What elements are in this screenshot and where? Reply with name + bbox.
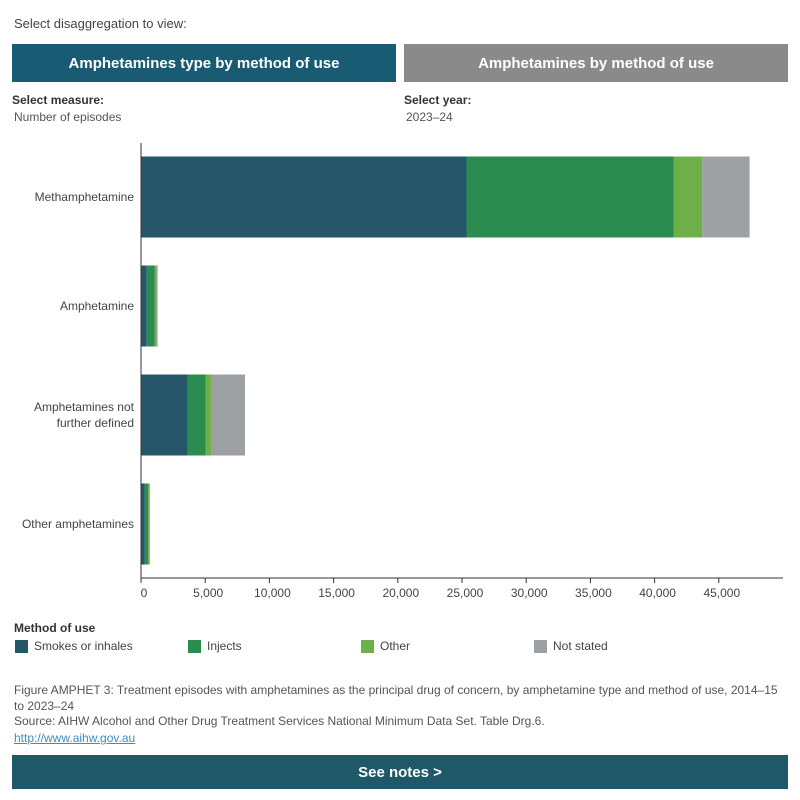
category-label-amphetamine: Amphetamine <box>60 299 134 313</box>
legend-swatch-not-stated <box>534 639 547 653</box>
see-notes-button[interactable]: See notes > <box>12 755 788 789</box>
bar-amphetamine-smokes-or-inhales[interactable] <box>141 265 147 347</box>
legend-label-other: Other <box>380 639 411 653</box>
legend-title: Method of use <box>14 621 96 635</box>
measure-label: Select measure: <box>12 93 105 107</box>
category-label-methamphetamine: Methamphetamine <box>35 190 135 204</box>
legend-item-other[interactable]: Other <box>361 639 410 653</box>
figure-caption: Figure AMPHET 3: Treatment episodes with… <box>14 683 778 713</box>
legend-swatch-smokes-or-inhales <box>15 639 28 653</box>
x-tick-label-30000: 30,000 <box>511 586 548 600</box>
bar-methamphetamine-other[interactable] <box>673 156 703 238</box>
bar-methamphetamine-injects[interactable] <box>466 156 674 238</box>
x-tick-label-20000: 20,000 <box>382 586 419 600</box>
bar-amphetamine-other[interactable] <box>154 265 157 347</box>
bar-other-amphetamines-not-stated[interactable] <box>149 483 150 565</box>
bar-amphetamines-not-further-defined-not-stated[interactable] <box>210 374 246 456</box>
bar-amphetamines-not-further-defined-smokes-or-inhales[interactable] <box>141 374 188 456</box>
x-tick-label-25000: 25,000 <box>447 586 484 600</box>
legend-swatch-other <box>361 639 374 653</box>
source-text: Source: AIHW Alcohol and Other Drug Trea… <box>14 714 545 728</box>
legend-label-not-stated: Not stated <box>553 639 608 653</box>
bar-amphetamines-not-further-defined-injects[interactable] <box>187 374 206 456</box>
legend-item-injects[interactable]: Injects <box>188 639 242 653</box>
legend-swatch-injects <box>188 639 201 653</box>
x-tick-label-40000: 40,000 <box>639 586 676 600</box>
x-tick-label-10000: 10,000 <box>254 586 291 600</box>
aihw-link[interactable]: http://www.aihw.gov.au <box>14 731 136 745</box>
bar-methamphetamine-not-stated[interactable] <box>702 156 750 238</box>
bar-methamphetamine-smokes-or-inhales[interactable] <box>141 156 467 238</box>
legend-label-smokes-or-inhales: Smokes or inhales <box>34 639 133 653</box>
tab-amphetamines-by-method[interactable]: Amphetamines by method of use <box>404 44 788 82</box>
measure-select[interactable]: Number of episodes <box>14 110 122 124</box>
category-label-amphetamines-not-further-defined: Amphetamines not further defined <box>34 400 135 430</box>
legend-item-not-stated[interactable]: Not stated <box>534 639 608 653</box>
year-label: Select year: <box>404 93 472 107</box>
bar-other-amphetamines-injects[interactable] <box>144 483 149 565</box>
disaggregation-prompt: Select disaggregation to view: <box>14 16 187 31</box>
legend-item-smokes-or-inhales[interactable]: Smokes or inhales <box>15 639 133 653</box>
bar-amphetamines-not-further-defined-other[interactable] <box>205 374 211 456</box>
bar-amphetamine-not-stated[interactable] <box>156 265 158 347</box>
bar-other-amphetamines-other[interactable] <box>148 483 150 565</box>
category-label-other-amphetamines: Other amphetamines <box>22 517 134 531</box>
tab-amphetamines-type-by-method[interactable]: Amphetamines type by method of use <box>12 44 396 82</box>
x-tick-label-15000: 15,000 <box>318 586 355 600</box>
stacked-bar-chart: Methamphetamine Amphetamine Amphetamines n… <box>22 143 783 600</box>
x-tick-label-45000: 45,000 <box>703 586 740 600</box>
legend-label-injects: Injects <box>207 639 242 653</box>
x-tick-label-5000: 5,000 <box>193 586 223 600</box>
x-tick-label-35000: 35,000 <box>575 586 612 600</box>
bar-amphetamine-injects[interactable] <box>146 265 155 347</box>
year-select[interactable]: 2023–24 <box>406 110 453 124</box>
bar-other-amphetamines-smokes-or-inhales[interactable] <box>141 483 145 565</box>
x-tick-label-0: 0 <box>141 586 148 600</box>
